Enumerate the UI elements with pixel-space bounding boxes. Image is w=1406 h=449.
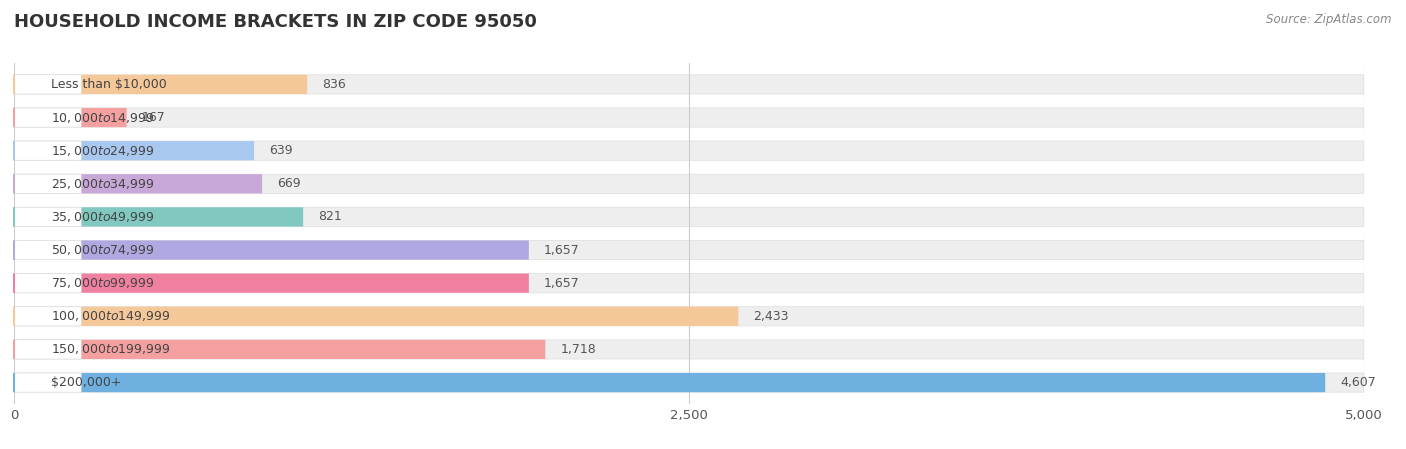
FancyBboxPatch shape (14, 108, 1364, 127)
Text: $200,000+: $200,000+ (51, 376, 122, 389)
FancyBboxPatch shape (14, 174, 1364, 194)
FancyBboxPatch shape (14, 240, 82, 260)
FancyBboxPatch shape (82, 75, 308, 94)
FancyBboxPatch shape (14, 207, 82, 227)
FancyBboxPatch shape (82, 340, 546, 359)
FancyBboxPatch shape (14, 340, 1364, 359)
FancyBboxPatch shape (14, 373, 82, 392)
FancyBboxPatch shape (82, 207, 304, 227)
FancyBboxPatch shape (14, 141, 1364, 160)
FancyBboxPatch shape (14, 207, 1364, 227)
FancyBboxPatch shape (14, 273, 82, 293)
FancyBboxPatch shape (14, 307, 1364, 326)
Text: $10,000 to $14,999: $10,000 to $14,999 (51, 110, 155, 124)
Text: 1,657: 1,657 (544, 243, 579, 256)
FancyBboxPatch shape (14, 108, 82, 127)
Text: $15,000 to $24,999: $15,000 to $24,999 (51, 144, 155, 158)
Text: 669: 669 (277, 177, 301, 190)
Text: HOUSEHOLD INCOME BRACKETS IN ZIP CODE 95050: HOUSEHOLD INCOME BRACKETS IN ZIP CODE 95… (14, 13, 537, 31)
FancyBboxPatch shape (14, 307, 82, 326)
Text: $50,000 to $74,999: $50,000 to $74,999 (51, 243, 155, 257)
Text: $35,000 to $49,999: $35,000 to $49,999 (51, 210, 155, 224)
Text: 639: 639 (269, 144, 292, 157)
Text: 167: 167 (142, 111, 166, 124)
Text: Source: ZipAtlas.com: Source: ZipAtlas.com (1267, 13, 1392, 26)
Text: $25,000 to $34,999: $25,000 to $34,999 (51, 177, 155, 191)
FancyBboxPatch shape (82, 240, 529, 260)
Text: 1,718: 1,718 (560, 343, 596, 356)
FancyBboxPatch shape (14, 273, 1364, 293)
FancyBboxPatch shape (82, 174, 262, 194)
Text: 821: 821 (318, 211, 342, 224)
Text: $150,000 to $199,999: $150,000 to $199,999 (51, 343, 170, 357)
Text: $75,000 to $99,999: $75,000 to $99,999 (51, 276, 155, 290)
Text: $100,000 to $149,999: $100,000 to $149,999 (51, 309, 170, 323)
Text: Less than $10,000: Less than $10,000 (51, 78, 167, 91)
Text: 2,433: 2,433 (754, 310, 789, 323)
FancyBboxPatch shape (82, 141, 254, 160)
Text: 836: 836 (322, 78, 346, 91)
FancyBboxPatch shape (82, 108, 127, 127)
Text: 1,657: 1,657 (544, 277, 579, 290)
FancyBboxPatch shape (14, 75, 82, 94)
Text: 4,607: 4,607 (1340, 376, 1376, 389)
FancyBboxPatch shape (82, 273, 529, 293)
FancyBboxPatch shape (14, 340, 82, 359)
FancyBboxPatch shape (14, 240, 1364, 260)
FancyBboxPatch shape (14, 174, 82, 194)
FancyBboxPatch shape (14, 75, 1364, 94)
FancyBboxPatch shape (82, 307, 738, 326)
FancyBboxPatch shape (14, 373, 1364, 392)
FancyBboxPatch shape (14, 141, 82, 160)
FancyBboxPatch shape (82, 373, 1326, 392)
